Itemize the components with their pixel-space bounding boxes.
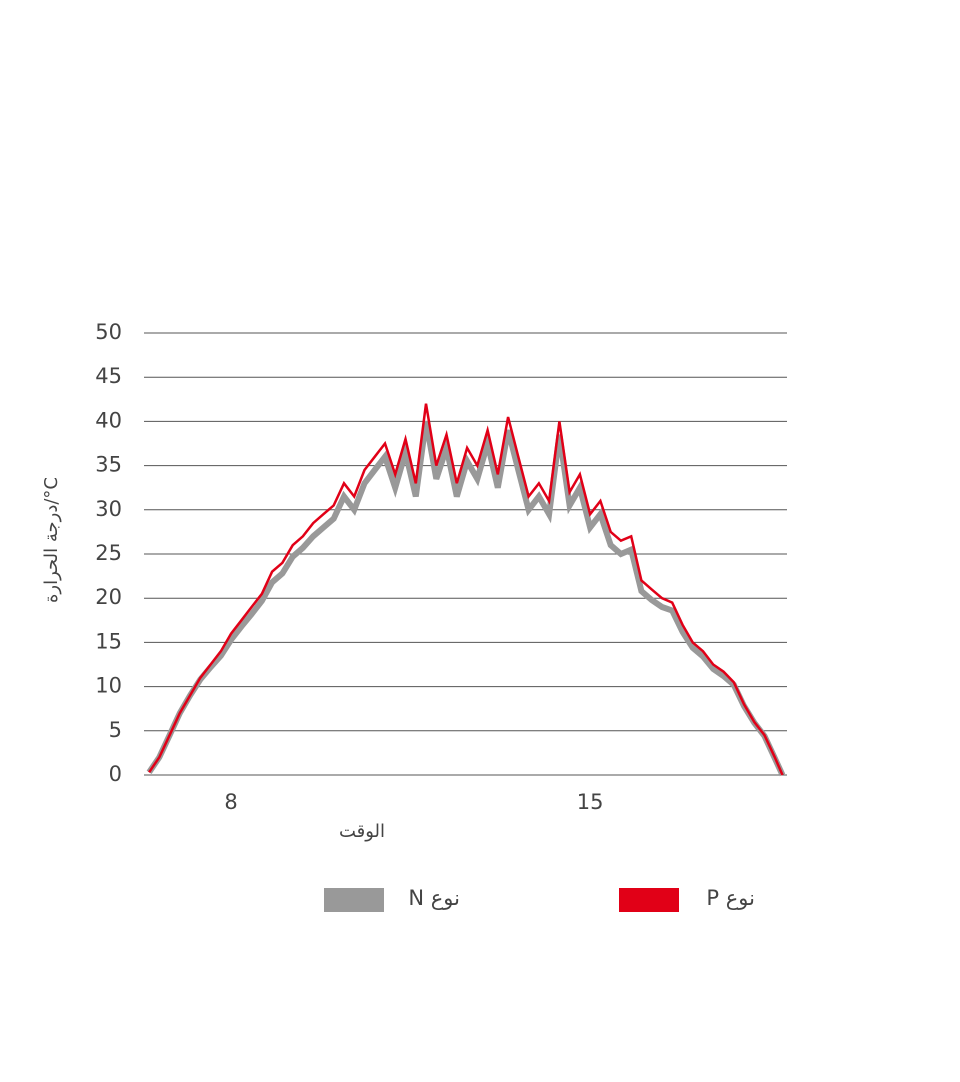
y-tick-label: 25 [95, 541, 122, 565]
line [146, 420, 786, 777]
y-tick-label: 20 [95, 585, 122, 609]
legend-label: نوع N [408, 886, 460, 910]
y-tick-label: 5 [109, 718, 122, 742]
y-tick-label: 30 [95, 497, 122, 521]
x-axis-label: الوقت [339, 821, 385, 842]
y-tick-label: 40 [95, 408, 122, 432]
y-axis-label: درجة الحرارة/°C [41, 477, 62, 603]
line [148, 403, 784, 776]
legend-swatch [619, 888, 679, 912]
x-tick-label: 8 [224, 790, 237, 814]
y-tick-label: 45 [95, 364, 122, 388]
legend-label: نوع P [706, 886, 755, 910]
x-tick-label: 15 [577, 790, 604, 814]
y-tick-label: 10 [95, 674, 122, 698]
y-tick-label: 50 [95, 320, 122, 344]
y-tick-label: 15 [95, 629, 122, 653]
legend-swatch [324, 888, 384, 912]
y-tick-label: 35 [95, 453, 122, 477]
y-tick-label: 0 [109, 762, 122, 786]
